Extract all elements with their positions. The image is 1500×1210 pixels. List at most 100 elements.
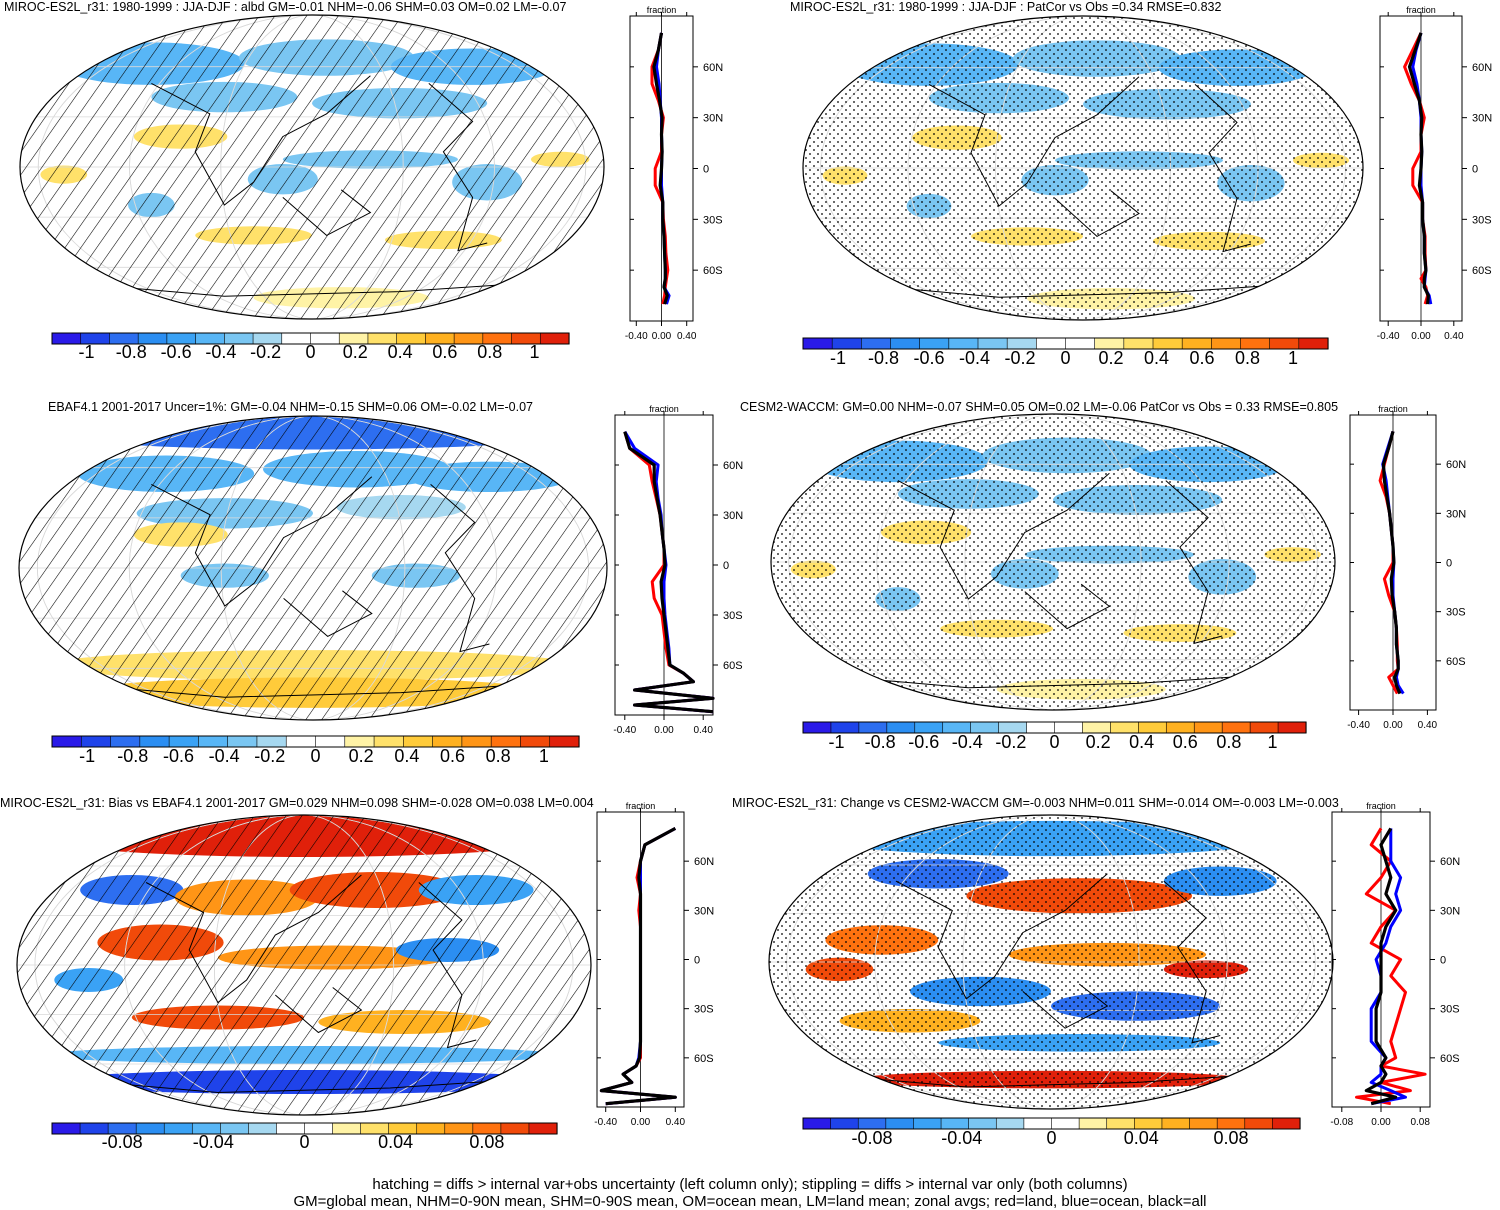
map-panel: [770, 413, 1336, 711]
colorbar-tick-label: 0.4: [394, 746, 419, 766]
profile-title: fraction: [1366, 801, 1396, 811]
x-tick-label: 0.00: [1411, 331, 1431, 342]
profile-title: fraction: [1406, 5, 1436, 15]
colorbar-swatch: [51, 1122, 81, 1135]
hatching-overlay: [17, 815, 591, 1115]
colorbar-tick-label: -0.2: [250, 342, 281, 362]
colorbar-tick-label: 0.8: [477, 342, 502, 362]
y-tick-label: 0: [1472, 164, 1478, 176]
colorbar-tick-label: 0.4: [388, 342, 413, 362]
profile-title: fraction: [649, 404, 679, 414]
colorbar-swatch: [1161, 1117, 1191, 1130]
colorbar-tick-label: -0.2: [1004, 348, 1035, 368]
colorbar-frame: [51, 332, 570, 345]
y-tick-label: 30S: [694, 1004, 714, 1016]
map-outline: [19, 14, 605, 320]
y-tick-label: 60S: [1472, 265, 1492, 277]
y-tick-label: 60N: [1446, 459, 1466, 471]
colorbar-frame: [802, 721, 1307, 734]
colorbar-tick-label: 0.2: [343, 342, 368, 362]
colorbar-frame: [51, 735, 580, 748]
x-tick-label: 0.00: [654, 725, 674, 736]
x-tick-label: -0.40: [1347, 720, 1370, 731]
series-line-all: [623, 431, 715, 714]
x-tick-label: -0.40: [1377, 331, 1400, 342]
y-tick-label: 60S: [723, 660, 743, 672]
y-tick-label: 30N: [1440, 905, 1460, 917]
y-tick-label: 0: [723, 560, 729, 572]
y-tick-label: 30N: [694, 905, 714, 917]
colorbar-frame: [51, 1122, 558, 1135]
colorbar-tick-label: -0.04: [941, 1128, 982, 1148]
y-tick-label: 60N: [694, 856, 714, 868]
colorbar-swatch: [332, 1122, 362, 1135]
colorbar-tick-label: 0: [1060, 348, 1070, 368]
map-panel: [16, 814, 592, 1116]
series-line-all: [1364, 827, 1398, 1106]
panel-title: MIROC-ES2L_r31: 1980-1999 : JJA-DJF : Pa…: [790, 0, 1222, 14]
y-tick-label: 0: [694, 955, 700, 967]
colorbar-frame: [802, 1117, 1301, 1130]
series-line-all: [1407, 32, 1431, 305]
x-tick-label: 0.00: [1383, 720, 1403, 731]
colorbar-tick-label: 0.6: [1173, 732, 1198, 752]
colorbar-swatch: [1244, 1117, 1273, 1130]
zonal-profile: fraction -0.40 0.00 0.40 60N 30N 0 30S 60S: [1347, 404, 1466, 731]
series-line-land: [1403, 32, 1430, 305]
colorbar-tick-label: 1: [539, 746, 549, 766]
x-tick-label: 0.40: [1444, 331, 1464, 342]
colorbar-tick-label: -1: [79, 746, 95, 766]
x-tick-label: 0.08: [1410, 1117, 1430, 1128]
colorbar-swatch: [416, 1122, 446, 1135]
map-outline: [18, 415, 608, 721]
y-tick-label: 60S: [703, 265, 723, 277]
colorbar-tick-label: -0.8: [116, 342, 147, 362]
colorbar-tick-label: -0.4: [952, 732, 983, 752]
colorbar-tick-label: -0.4: [209, 746, 240, 766]
colorbar-tick-label: 1: [1288, 348, 1298, 368]
map-outline: [768, 814, 1334, 1110]
map-outline: [802, 15, 1364, 321]
series-line-land: [1355, 827, 1427, 1106]
profile-title: fraction: [1378, 404, 1408, 414]
colorbar-swatch: [539, 332, 570, 345]
y-tick-label: 30N: [723, 510, 743, 522]
colorbar-swatch: [1298, 337, 1329, 350]
y-tick-label: 0: [1446, 558, 1452, 570]
x-tick-label: -0.40: [625, 331, 648, 342]
colorbar-tick-label: -0.8: [865, 732, 896, 752]
colorbar-swatch: [51, 332, 82, 345]
colorbar-tick-label: 0.8: [1216, 732, 1241, 752]
map-field: [803, 16, 1363, 320]
colorbar-swatch: [913, 1117, 942, 1130]
colorbar-tick-label: -0.6: [908, 732, 939, 752]
footer-line-2: GM=global mean, NHM=0-90N mean, SHM=0-90…: [293, 1193, 1207, 1210]
colorbar-tick-label: 0.2: [1086, 732, 1111, 752]
x-tick-label: 0.40: [666, 1117, 686, 1128]
colorbar-tick-label: 0.08: [469, 1132, 504, 1152]
y-tick-label: 60S: [1440, 1053, 1460, 1065]
colorbar-frame: [802, 337, 1329, 350]
colorbar-swatch: [1277, 721, 1307, 734]
colorbar: -0.08 -0.04 0 0.04 0.08: [802, 1117, 1301, 1148]
colorbar-tick-label: -1: [829, 732, 845, 752]
colorbar-swatch: [995, 1117, 1025, 1130]
colorbar-swatch: [549, 735, 580, 748]
colorbar-tick-label: 0.04: [378, 1132, 413, 1152]
colorbar: -1 -0.8 -0.6 -0.4 -0.2 0 0.2 0.4 0.6 0.8 1: [51, 735, 580, 766]
hatching-overlay: [19, 416, 607, 720]
zonal-profile: fraction -0.40 0.00 0.40 60N 30N 0 30S 60S: [613, 404, 743, 736]
y-tick-label: 60S: [1446, 656, 1466, 668]
colorbar-tick-label: -0.8: [117, 746, 148, 766]
colorbar-tick-label: 0.08: [1213, 1128, 1248, 1148]
series-line-all: [652, 32, 669, 305]
colorbar-tick-label: -0.4: [959, 348, 990, 368]
series-line-ocean: [623, 430, 715, 714]
colorbar-swatch: [163, 1122, 193, 1135]
colorbar-tick-label: 0.2: [349, 746, 374, 766]
map-field: [771, 414, 1335, 710]
stipple-overlay: [769, 815, 1333, 1109]
colorbar-swatch: [802, 1117, 832, 1130]
colorbar-tick-label: -0.8: [868, 348, 899, 368]
panel-title: MIROC-ES2L_r31: Bias vs EBAF4.1 2001-201…: [0, 796, 594, 810]
